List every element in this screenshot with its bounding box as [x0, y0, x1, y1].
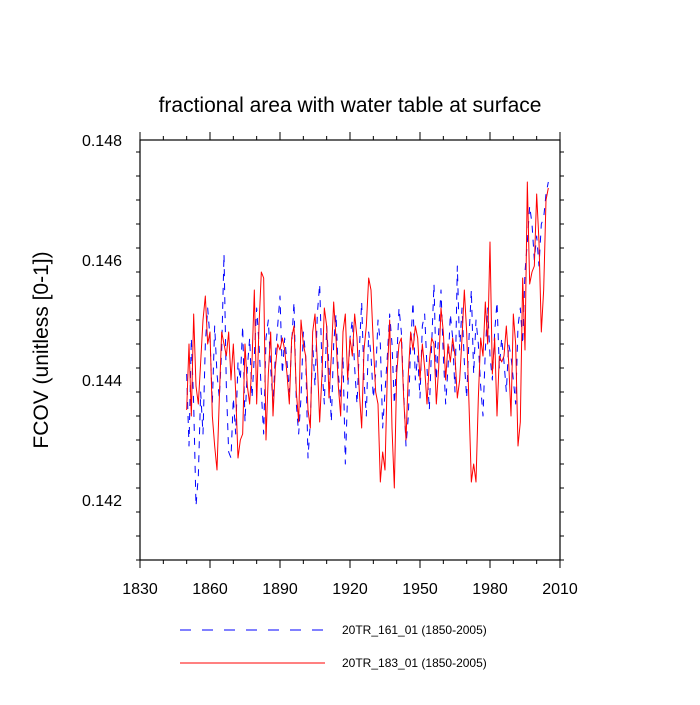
plot-frame: [139, 139, 561, 561]
series-line-1: [186, 181, 549, 507]
y-tick-label: 0.142: [82, 493, 122, 510]
x-tick-label: 1950: [402, 581, 438, 598]
chart-title: fractional area with water table at surf…: [159, 94, 542, 117]
x-tick-label: 2010: [542, 581, 578, 598]
series-line-2: [186, 181, 549, 489]
y-tick-label: 0.146: [82, 253, 122, 270]
y-axis-label: FCOV (unitless [0-1]): [30, 251, 53, 448]
plot-area: 1830 1860 1890 1920 1950 1980 2010 0.142 0.144 0.…: [82, 132, 578, 598]
y-tick-label: 0.144: [82, 373, 122, 390]
x-tick-label: 1860: [192, 581, 228, 598]
y-tick-label: 0.148: [82, 133, 122, 150]
x-tick-label: 1980: [472, 581, 508, 598]
legend-label-2: 20TR_183_01 (1850-2005): [342, 656, 487, 670]
x-tick-label: 1830: [122, 581, 158, 598]
x-tick-label: 1920: [332, 581, 368, 598]
x-tick-label: 1890: [262, 581, 298, 598]
legend-label-1: 20TR_161_01 (1850-2005): [342, 623, 487, 637]
legend: 20TR_161_01 (1850-2005) 20TR_183_01 (1850…: [180, 623, 487, 670]
